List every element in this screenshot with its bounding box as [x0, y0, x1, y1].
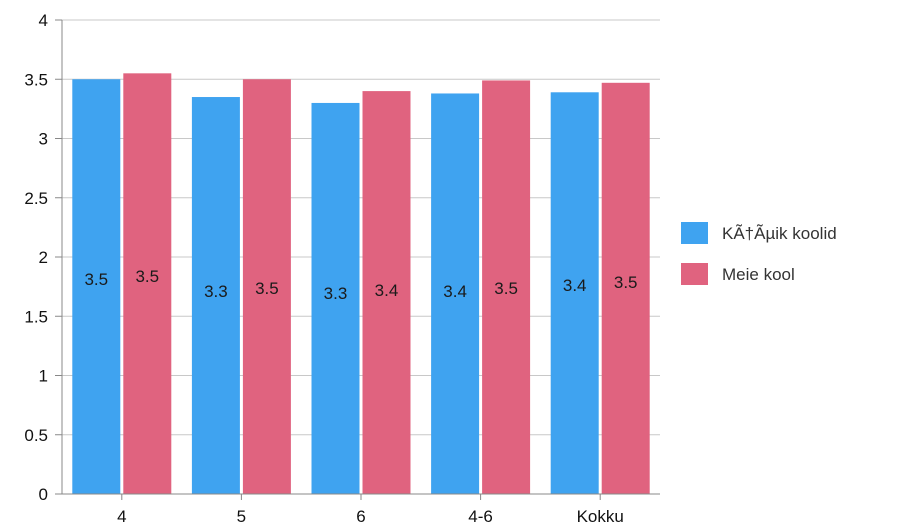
bar-koik-koolid: [72, 79, 121, 494]
y-tick-label: 2.5: [24, 189, 48, 208]
x-tick-label: 4: [117, 507, 126, 525]
legend-label: Meie kool: [722, 265, 795, 284]
bar-value-label: 3.5: [255, 279, 279, 298]
y-tick-label: 1: [39, 367, 48, 386]
y-tick-label: 3.5: [24, 70, 48, 89]
bar-meie-kool: [601, 82, 650, 495]
bar-value-label: 3.4: [375, 281, 399, 300]
data-labels: 3.5 3.5 3.3 3.5 3.3 3.4 3.4 3.5 3.4 3.5: [84, 267, 637, 303]
legend-swatch: [681, 222, 708, 244]
bar-meie-kool: [242, 79, 291, 494]
legend-swatch: [681, 263, 708, 285]
x-tick-label: 6: [356, 507, 365, 525]
bars: [72, 73, 650, 495]
bar-value-label: 3.5: [494, 279, 518, 298]
legend: KÃ†Ãµik koolid Meie kool: [681, 222, 837, 285]
y-tick-label: 0: [39, 485, 48, 504]
bar-value-label: 3.5: [135, 267, 159, 286]
bar-meie-kool: [123, 73, 172, 494]
bar-meie-kool: [482, 80, 531, 494]
x-tick-label: Kokku: [577, 507, 624, 525]
y-tick-label: 1.5: [24, 307, 48, 326]
axes: 0 0.5 1 1.5 2 2.5 3 3.5 4 4 5 6 4-6 Kokku: [24, 11, 660, 526]
bar-meie-kool: [362, 91, 411, 494]
bar-value-label: 3.4: [443, 282, 467, 301]
bar-koik-koolid: [311, 102, 360, 494]
bar-value-label: 3.3: [204, 282, 228, 301]
y-tick-label: 0.5: [24, 426, 48, 445]
bar-value-label: 3.4: [563, 276, 587, 295]
y-tick-label: 2: [39, 248, 48, 267]
y-tick-label: 3: [39, 130, 48, 149]
legend-label: KÃ†Ãµik koolid: [722, 224, 837, 243]
bar-value-label: 3.3: [324, 284, 348, 303]
bar-koik-koolid: [550, 92, 599, 494]
x-tick-label: 4-6: [468, 507, 493, 525]
y-tick-label: 4: [39, 11, 48, 30]
bar-koik-koolid: [191, 97, 240, 495]
bar-value-label: 3.5: [614, 273, 638, 292]
x-tick-label: 5: [237, 507, 246, 525]
bar-koik-koolid: [431, 93, 480, 494]
bar-value-label: 3.5: [84, 270, 108, 289]
